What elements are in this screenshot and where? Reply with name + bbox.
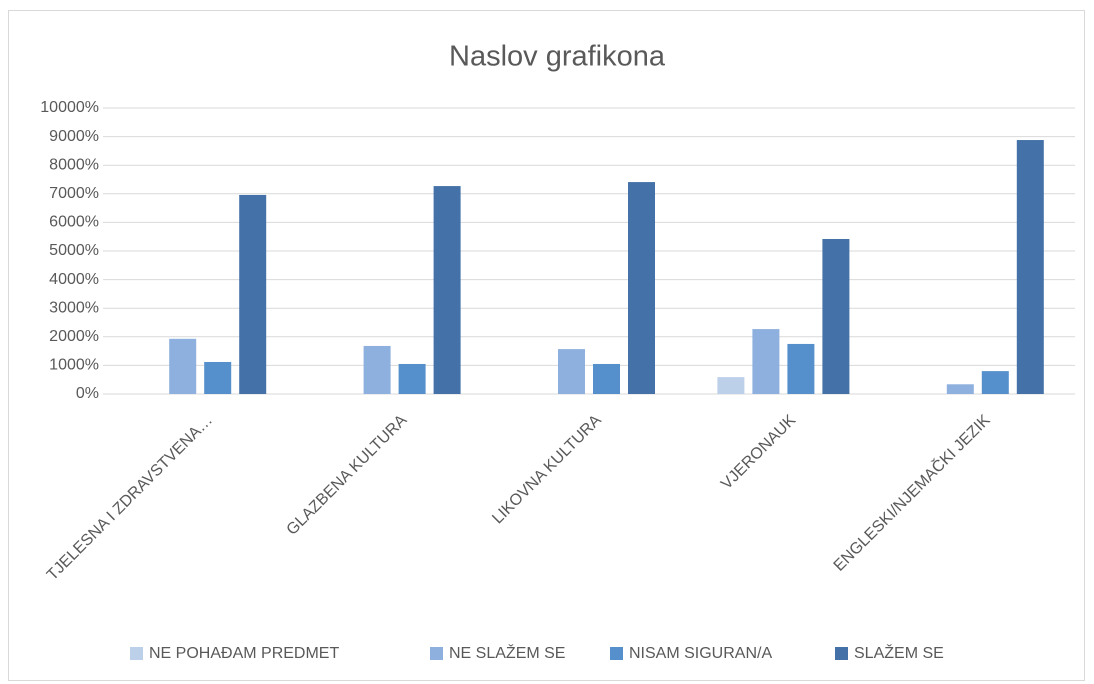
y-tick-label: 10000%: [40, 99, 99, 116]
legend-label: NE SLAŽEM SE: [449, 643, 565, 662]
y-tick-label: 0%: [76, 385, 99, 402]
y-tick-label: 3000%: [49, 299, 99, 316]
legend-swatch: [610, 647, 623, 660]
y-tick-label: 8000%: [49, 156, 99, 173]
legend-swatch: [835, 647, 848, 660]
bar: [363, 345, 391, 394]
legend-label: SLAŽEM SE: [854, 643, 944, 662]
bar: [946, 384, 974, 394]
bar: [822, 238, 850, 394]
bar: [204, 361, 232, 394]
y-tick-label: 2000%: [49, 328, 99, 345]
y-tick-label: 1000%: [49, 357, 99, 374]
bar: [398, 363, 426, 394]
legend-swatch: [430, 647, 443, 660]
bar: [239, 194, 267, 394]
bar: [717, 377, 745, 394]
y-tick-label: 9000%: [49, 128, 99, 145]
bar: [1016, 140, 1044, 394]
y-tick-label: 5000%: [49, 242, 99, 259]
bar: [433, 186, 461, 394]
chart-title: Naslov grafikona: [449, 41, 666, 73]
legend-swatch: [130, 647, 143, 660]
y-tick-label: 4000%: [49, 271, 99, 288]
bar: [628, 182, 655, 394]
bar: [787, 343, 815, 394]
bar: [593, 363, 620, 394]
bar: [169, 338, 197, 394]
legend-label: NISAM SIGURAN/A: [629, 645, 772, 662]
y-tick-label: 7000%: [49, 185, 99, 202]
bar: [752, 329, 780, 394]
y-tick-label: 6000%: [49, 214, 99, 231]
bar: [558, 349, 585, 394]
bar: [981, 371, 1009, 394]
legend-label: NE POHAĐAM PREDMET: [149, 645, 339, 662]
